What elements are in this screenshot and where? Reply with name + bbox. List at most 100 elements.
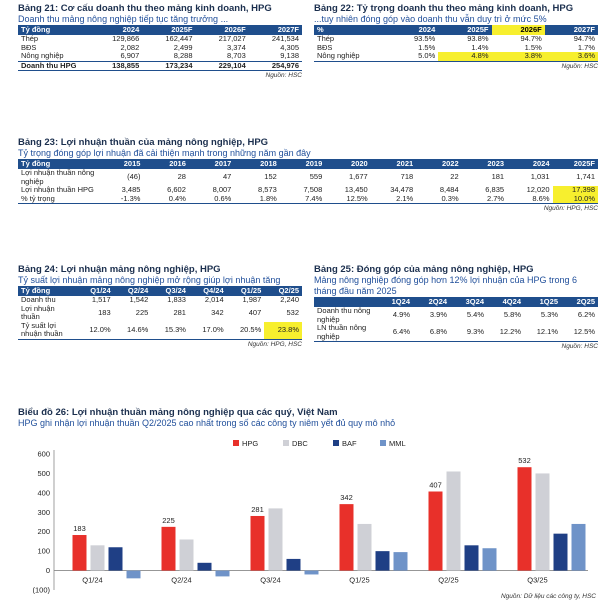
table-header: 2027F [544,25,598,35]
table-cell-highlight: 4.8% [438,51,492,62]
bar-mml [126,570,141,579]
table-header: 2024 [89,25,143,35]
table-cell: Lợi nhuận thuần [21,303,55,322]
table-header: 2021 [370,159,417,169]
table-25: 1Q24 2Q24 3Q24 4Q24 1Q25 2Q25 Doanh thu … [314,297,598,343]
table-cell: 3,374 [226,42,246,52]
table-cell: 8.6% [507,194,553,205]
table-header: 2023 [461,159,508,169]
table-cell: 532 [286,307,299,317]
table-22-subtitle: ...tuy nhiên đóng góp vào doanh thu vẫn … [314,14,547,24]
table-cell-highlight: 3.6% [544,51,598,62]
table-header: Q3/24 [151,286,189,296]
bar-hpg [339,504,354,571]
table-cell: 217,027 [218,34,246,43]
table-cell: 12.0% [76,321,114,340]
data-label: 407 [429,480,442,489]
x-tick-label: Q1/24 [82,576,102,585]
table-cell-highlight: 23.8% [264,321,302,340]
table-cell: LN thuần nông nghiệp [314,323,376,343]
table-header: Tỷ đồng [18,159,98,169]
y-tick-label: (100) [32,586,50,595]
y-tick-label: 100 [37,547,50,556]
bar-hpg [72,535,87,571]
table-cell: 6,907 [120,51,140,61]
table-cell: 8,484 [439,185,459,195]
table-row: Doanh thu nông nghiệp 4.9% 3.9% 5.4% 5.8% 5.3… [314,306,598,324]
table-21-source: Nguồn: HSC [265,72,303,80]
table-cell: Nông nghiệp [21,51,64,61]
table-cell: BĐS [317,42,333,52]
legend-swatch [380,440,386,446]
table-cell: 241,534 [271,34,299,43]
table-cell: 7,508 [303,185,323,195]
table-25-title: Bảng 25: Đóng góp của mảng nông nghiệp, … [314,264,534,275]
data-label: 281 [251,505,264,514]
table-cell: 9,138 [280,51,299,61]
table-cell: 4,305 [280,42,299,52]
table-header: 2018 [234,159,280,169]
y-tick-label: 0 [46,566,50,575]
table-cell: 3.9% [429,310,447,320]
x-tick-label: Q3/24 [260,576,280,585]
table-cell: 3,485 [121,185,141,195]
table-header: 2025F [142,25,196,35]
table-cell: Thép [317,34,335,43]
table-header: 1Q24 [376,297,413,307]
table-cell: 342 [211,307,224,317]
table-cell: 2,082 [120,42,140,52]
table-cell: 12.2% [487,324,524,343]
bar-hpg [161,526,176,571]
table-cell: 0.3% [416,194,462,205]
y-tick-label: 500 [37,469,50,478]
bar-baf [108,547,123,571]
table-23-source: Nguồn: HPG, HSC [543,205,598,213]
legend-label: DBC [292,439,308,448]
bar-mml [482,548,497,571]
table-23-title: Bảng 23: Lợi nhuận thuần của mảng nông n… [18,137,269,148]
table-cell: 1.5% [524,42,542,52]
table-header: 2020 [325,159,371,169]
x-tick-label: Q2/24 [171,576,191,585]
table-header: 2016 [143,159,189,169]
table-cell: 28 [177,172,186,182]
table-22-block: Bảng 22: Tỷ trọng doanh thu theo mảng ki… [314,3,598,71]
table-header: 2025F [552,159,598,169]
table-21: Tỷ đồng 2024 2025F 2026F 2027F Thép 129,8… [18,25,302,72]
table-cell: 1,677 [348,172,368,182]
table-row: Nông nghiệp 6,907 8,288 8,703 9,138 [18,51,302,61]
chart-26: HPG DBC BAF MML (100) 0 100 200 300 400 500 600 183 Q… [32,439,596,600]
table-cell: 0.6% [188,194,235,205]
table-24-source: Nguồn: HPG, HSC [247,340,302,348]
legend-swatch [283,440,289,446]
table-cell: 254,976 [248,60,302,72]
table-cell: Doanh thu [21,295,56,304]
table-cell: -1.3% [98,194,144,205]
table-cell: 17.0% [188,321,227,340]
table-header: Tỷ đồng [18,25,89,35]
table-header [314,297,376,307]
table-cell: 152 [264,172,277,182]
table-cell: Lợi nhuận thuần HPG [21,185,94,195]
legend-label: BAF [342,439,357,448]
table-cell-highlight: 10.0% [552,194,598,205]
table-cell: 138,855 [89,60,143,72]
table-cell: 22 [450,172,459,182]
table-cell: 173,234 [142,60,196,72]
table-cell: 34,478 [390,185,414,195]
chart-26-subtitle: HPG ghi nhận lợi nhuận thuần Q2/2025 cao… [18,418,396,428]
bar-mml [304,570,319,575]
bar-baf [553,533,568,571]
y-tick-label: 600 [37,450,50,459]
table-header: Q2/24 [113,286,152,296]
table-22-source: Nguồn: HSC [561,62,599,70]
table-header: 4Q24 [487,297,524,307]
table-21-block: Bảng 21: Cơ cấu doanh thu theo mảng kinh… [18,3,302,80]
table-cell: 1,833 [167,295,186,304]
chart-source: Nguồn: Dữ liệu các công ty, HSC [501,591,596,600]
table-22: % 2024 2025F 2026F 2027F Thép 93.5% 93.8% 9… [314,25,598,62]
table-25-source: Nguồn: HSC [561,343,599,351]
bar-mml [571,523,586,571]
legend-swatch [333,440,339,446]
table-cell: 162,447 [165,34,193,43]
